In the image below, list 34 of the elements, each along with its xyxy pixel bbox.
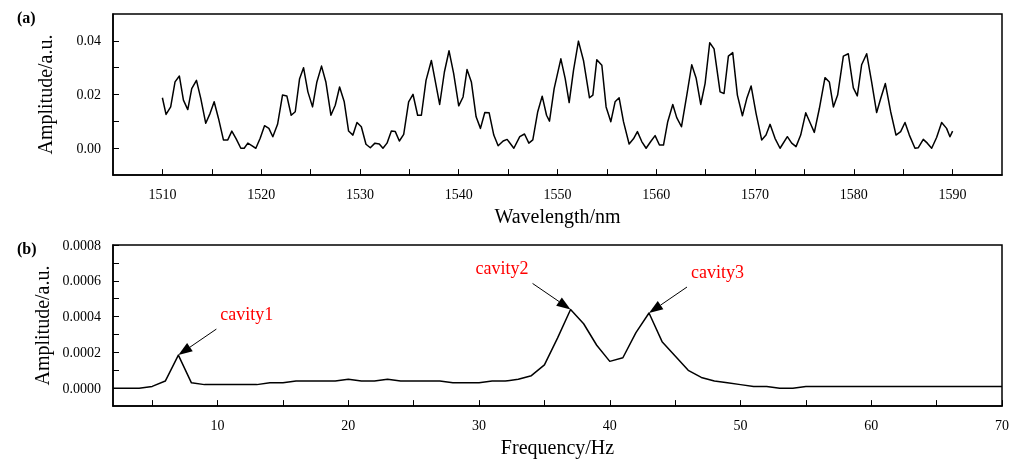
y-tick-label: 0.00 [76, 140, 101, 156]
x-tick-label: 10 [210, 417, 225, 433]
y-tick-label: 0.0000 [62, 380, 101, 396]
x-tick-label: 1520 [247, 186, 276, 202]
x-axis-title: Frequency/Hz [500, 435, 615, 459]
x-tick-label: 1590 [938, 186, 967, 202]
x-tick-label: 70 [995, 417, 1009, 433]
y-tick-label: 0.0008 [62, 237, 101, 252]
x-tick-label: 1530 [345, 186, 374, 202]
y-axis-title: Amplitude/a.u. [30, 265, 54, 386]
annotation: cavity2 [475, 257, 529, 278]
chart-title: (b) [17, 239, 37, 257]
x-tick-label: 1560 [642, 186, 671, 202]
y-tick-label: 0.02 [76, 87, 101, 103]
x-tick-label: 1580 [839, 186, 868, 202]
y-tick-label: 0.0006 [62, 272, 101, 288]
x-tick-label: 40 [602, 417, 617, 433]
chart-title: (a) [17, 8, 36, 27]
line-series [161, 40, 954, 149]
x-tick-label: 20 [341, 417, 356, 433]
x-tick-label: 1510 [148, 186, 177, 202]
annotation: cavity3 [691, 261, 744, 282]
annotation: cavity1 [220, 303, 274, 324]
x-tick-label: 1550 [543, 186, 572, 202]
y-tick-label: 0.0004 [62, 308, 101, 324]
y-axis-title: Amplitude/a.u. [34, 34, 57, 155]
y-tick-label: 0.0002 [62, 344, 101, 360]
x-tick-label: 30 [472, 417, 487, 433]
x-tick-label: 1570 [741, 186, 770, 202]
x-tick-label: 1540 [444, 186, 473, 202]
y-tick-label: 0.04 [76, 33, 101, 49]
x-tick-label: 50 [733, 417, 748, 433]
x-axis-title: Wavelength/nm [494, 205, 622, 228]
x-tick-label: 60 [864, 417, 879, 433]
